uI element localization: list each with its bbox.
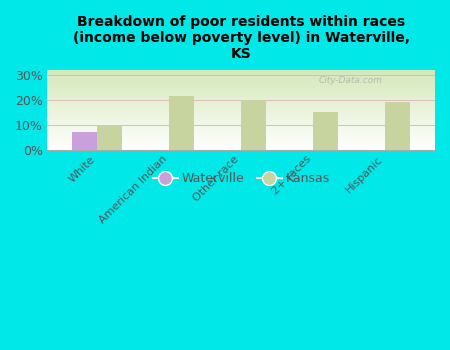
Text: City-Data.com: City-Data.com	[319, 76, 382, 85]
Bar	[313, 112, 338, 150]
Bar	[169, 96, 194, 150]
Bar	[385, 102, 410, 150]
Bar	[72, 132, 97, 150]
Legend: Waterville, Kansas: Waterville, Kansas	[148, 167, 334, 190]
Title: Breakdown of poor residents within races
(income below poverty level) in Watervi: Breakdown of poor residents within races…	[72, 15, 410, 61]
Bar	[241, 100, 266, 150]
Bar	[97, 125, 122, 150]
